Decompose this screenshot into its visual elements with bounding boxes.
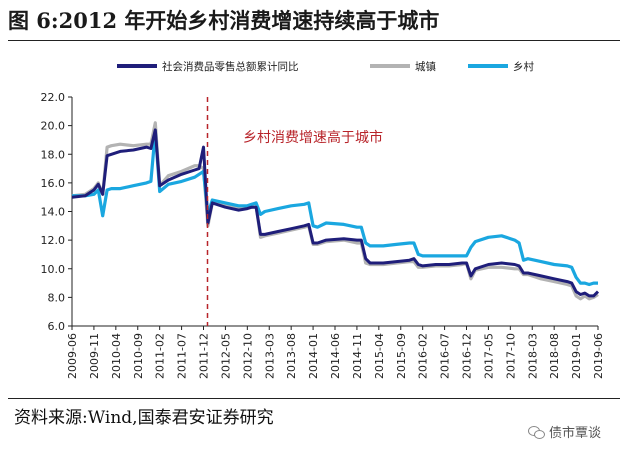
- y-tick-label: 20.0: [41, 120, 66, 133]
- x-tick-label: 2018-03: [526, 333, 539, 379]
- y-tick-label: 14.0: [41, 206, 66, 219]
- x-tick-label: 2011-12: [198, 333, 211, 379]
- x-tick-label: 2010-04: [110, 333, 123, 379]
- figure-title: 图 6:2012 年开始乡村消费增速持续高于城市: [8, 8, 440, 33]
- x-tick-label: 2018-08: [548, 333, 561, 379]
- x-tick-label: 2017-10: [504, 333, 517, 379]
- x-tick-label: 2014-11: [351, 333, 364, 379]
- y-tick-label: 6.0: [48, 320, 66, 333]
- source-note: 资料来源:Wind,国泰君安证券研究: [14, 408, 274, 428]
- x-tick-label: 2016-02: [417, 333, 430, 379]
- chart-annotation: 乡村消费增速高于城市: [206, 97, 383, 326]
- x-tick-label: 2019-01: [570, 333, 583, 379]
- y-tick-label: 8.0: [48, 291, 66, 304]
- x-tick-label: 2015-09: [395, 333, 408, 379]
- y-tick-label: 16.0: [41, 177, 66, 190]
- x-tick-label: 2009-11: [88, 333, 101, 379]
- x-tick-label: 2019-06: [592, 333, 605, 379]
- series-line-0: [71, 128, 600, 298]
- chart-axes: 6.0 8.0 10.0 12.0 14.0 16.0 18.0 20.0 22.0 2009-0…: [41, 91, 606, 379]
- series-line-2: [72, 129, 598, 287]
- top-rule: [8, 40, 620, 41]
- x-tick-label: 2010-09: [132, 333, 145, 379]
- x-tick-label: 2011-02: [154, 333, 167, 379]
- y-tick-label: 12.0: [41, 234, 66, 247]
- chart-series: [71, 121, 600, 301]
- x-tick-label: 2014-01: [307, 333, 320, 379]
- x-tick-label: 2012-10: [241, 333, 254, 379]
- x-tick-label: 2011-07: [176, 333, 189, 379]
- x-tick-label: 2014-06: [329, 333, 342, 379]
- x-tick-label: 2013-03: [263, 333, 276, 379]
- legend-label-0: 社会消费品零售总额累计同比: [162, 60, 299, 73]
- x-tick-label: 2013-08: [285, 333, 298, 379]
- y-tick-label: 18.0: [41, 148, 66, 161]
- chart-legend: 社会消费品零售总额累计同比 城镇 乡村: [117, 60, 534, 73]
- bottom-rule: [8, 398, 620, 399]
- y-tick-label: 22.0: [41, 91, 66, 104]
- legend-label-1: 城镇: [415, 60, 436, 73]
- y-tick-label: 10.0: [41, 263, 66, 276]
- x-tick-label: 2012-05: [219, 333, 232, 379]
- annotation-label: 乡村消费增速高于城市: [243, 129, 383, 146]
- x-tick-label: 2009-06: [66, 333, 79, 379]
- legend-label-2: 乡村: [513, 60, 534, 73]
- watermark: 债市覃谈: [528, 422, 601, 441]
- watermark-text: 债市覃谈: [549, 426, 602, 441]
- x-tick-label: 2015-04: [373, 333, 386, 379]
- wechat-icon: [528, 425, 545, 439]
- x-tick-label: 2017-05: [482, 333, 495, 379]
- x-tick-label: 2016-12: [461, 333, 474, 379]
- x-tick-label: 2016-07: [439, 333, 452, 379]
